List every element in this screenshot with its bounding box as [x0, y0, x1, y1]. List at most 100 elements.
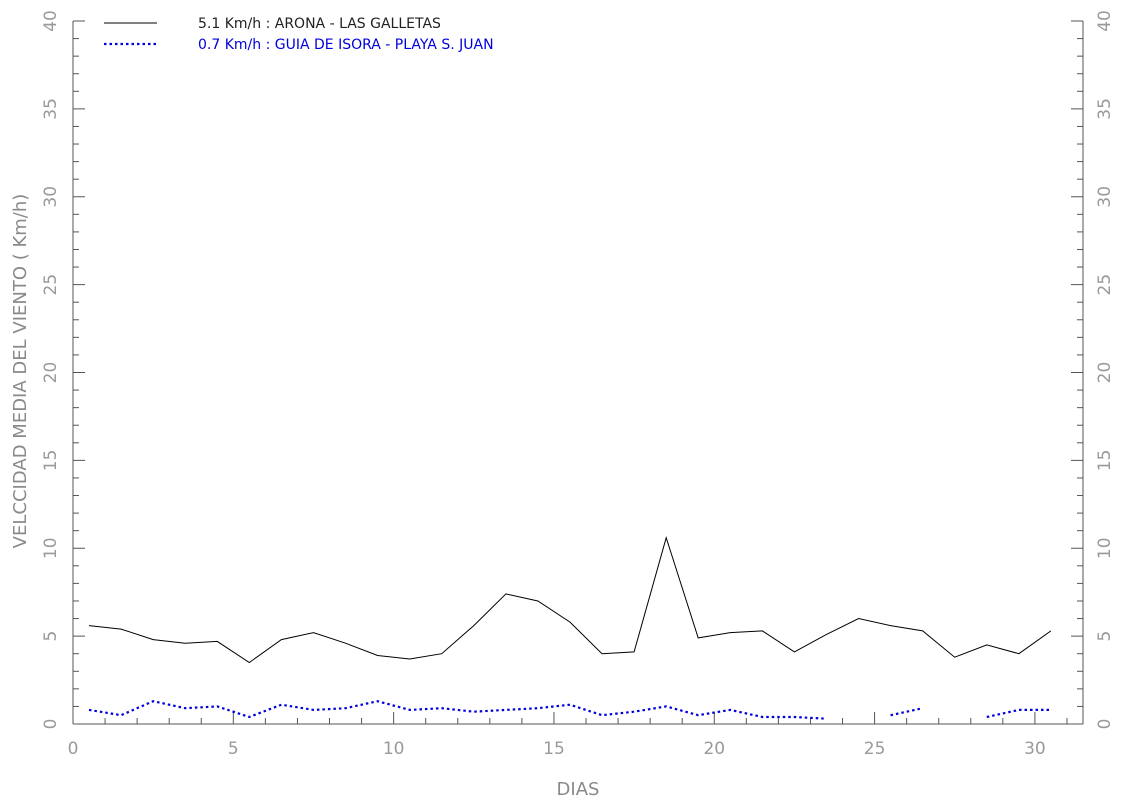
- legend-label-2: 0.7 Km/h : GUIA DE ISORA - PLAYA S. JUAN: [198, 37, 494, 53]
- data-point: [216, 641, 218, 643]
- data-point: [730, 709, 732, 711]
- data-point: [633, 711, 635, 713]
- data-point: [184, 642, 186, 644]
- data-point: [152, 700, 154, 702]
- data-point: [762, 716, 764, 718]
- x-tick-label: 10: [383, 739, 405, 759]
- data-point: [986, 716, 988, 718]
- y-tick-label-right: 35: [1095, 98, 1115, 120]
- data-point: [152, 639, 154, 641]
- data-point: [954, 656, 956, 658]
- data-point: [345, 707, 347, 709]
- y-tick-label-left: 35: [41, 98, 61, 120]
- legend: 5.1 Km/h : ARONA - LAS GALLETAS 0.7 Km/h …: [104, 16, 494, 53]
- data-point: [858, 618, 860, 620]
- data-point: [986, 644, 988, 646]
- data-point: [633, 651, 635, 653]
- data-point: [730, 632, 732, 634]
- data-point: [569, 621, 571, 623]
- data-point: [922, 707, 924, 709]
- axis-ticks: [72, 20, 1083, 725]
- y-tick-label-left: 30: [41, 186, 61, 208]
- data-point: [184, 707, 186, 709]
- data-point: [1018, 709, 1020, 711]
- data-point: [1018, 653, 1020, 655]
- data-point: [88, 709, 90, 711]
- data-point: [313, 709, 315, 711]
- data-point: [1050, 709, 1052, 711]
- x-axis-title: DIAS: [557, 779, 600, 799]
- data-point: [409, 658, 411, 660]
- data-point: [826, 718, 828, 720]
- data-point: [249, 716, 251, 718]
- data-point: [313, 632, 315, 634]
- data-point: [697, 714, 699, 716]
- y-tick-label-left: 40: [41, 10, 61, 32]
- data-point: [569, 704, 571, 706]
- data-point: [249, 662, 251, 664]
- data-point: [601, 714, 603, 716]
- series-line: [890, 707, 923, 717]
- data-point: [505, 709, 507, 711]
- data-point: [473, 625, 475, 627]
- data-point: [794, 716, 796, 718]
- data-point: [890, 625, 892, 627]
- tick-labels: 0 5 10 15 20 25 30 0 5 10 15 20 25 30 35 40 0 5 10 15 20 25 30…: [41, 10, 1115, 759]
- series-line: [986, 708, 1051, 719]
- y-tick-label-left: 0: [41, 719, 61, 730]
- data-point: [120, 714, 122, 716]
- data-point: [216, 706, 218, 708]
- data-point: [697, 637, 699, 639]
- data-point: [88, 625, 90, 627]
- data-point: [1050, 630, 1052, 632]
- data-point: [537, 707, 539, 709]
- data-point: [377, 655, 379, 657]
- data-point: [794, 651, 796, 653]
- legend-label-1: 5.1 Km/h : ARONA - LAS GALLETAS: [198, 16, 441, 32]
- data-point: [505, 593, 507, 595]
- data-point: [601, 653, 603, 655]
- data-point: [762, 630, 764, 632]
- data-point: [473, 711, 475, 713]
- x-tick-label: 5: [228, 739, 239, 759]
- data-point: [890, 714, 892, 716]
- y-tick-label-right: 5: [1095, 631, 1115, 642]
- data-point: [120, 628, 122, 630]
- x-tick-label: 30: [1024, 739, 1046, 759]
- y-tick-label-right: 25: [1095, 274, 1115, 296]
- y-tick-label-right: 0: [1095, 719, 1115, 730]
- data-point: [665, 706, 667, 708]
- data-point: [665, 537, 667, 539]
- y-tick-label-left: 25: [41, 274, 61, 296]
- y-axis-title: VELCCIDAD MEDIA DEL VIENTO ( Km/h): [10, 194, 31, 549]
- series-1: [88, 535, 1052, 664]
- y-tick-label-left: 10: [41, 537, 61, 559]
- y-tick-label-right: 10: [1095, 537, 1115, 559]
- plot-frame: [72, 21, 1084, 725]
- data-point: [537, 600, 539, 602]
- y-tick-label-right: 40: [1095, 10, 1115, 32]
- data-point: [281, 704, 283, 706]
- series-line: [88, 700, 827, 720]
- data-point: [377, 700, 379, 702]
- y-tick-label-right: 20: [1095, 362, 1115, 384]
- y-tick-label-right: 30: [1095, 186, 1115, 208]
- y-tick-label-left: 20: [41, 362, 61, 384]
- data-point: [441, 653, 443, 655]
- x-tick-label: 20: [703, 739, 725, 759]
- y-tick-label-right: 15: [1095, 450, 1115, 472]
- y-tick-label-left: 15: [41, 450, 61, 472]
- data-point: [281, 639, 283, 641]
- series-layer: [88, 535, 1052, 720]
- x-tick-label: 15: [543, 739, 565, 759]
- series-line: [88, 535, 1052, 664]
- x-tick-label: 0: [68, 739, 79, 759]
- data-point: [441, 707, 443, 709]
- data-point: [409, 709, 411, 711]
- x-tick-label: 25: [864, 739, 886, 759]
- series-2: [88, 700, 1052, 720]
- data-point: [922, 630, 924, 632]
- y-tick-label-left: 5: [41, 631, 61, 642]
- data-point: [826, 634, 828, 636]
